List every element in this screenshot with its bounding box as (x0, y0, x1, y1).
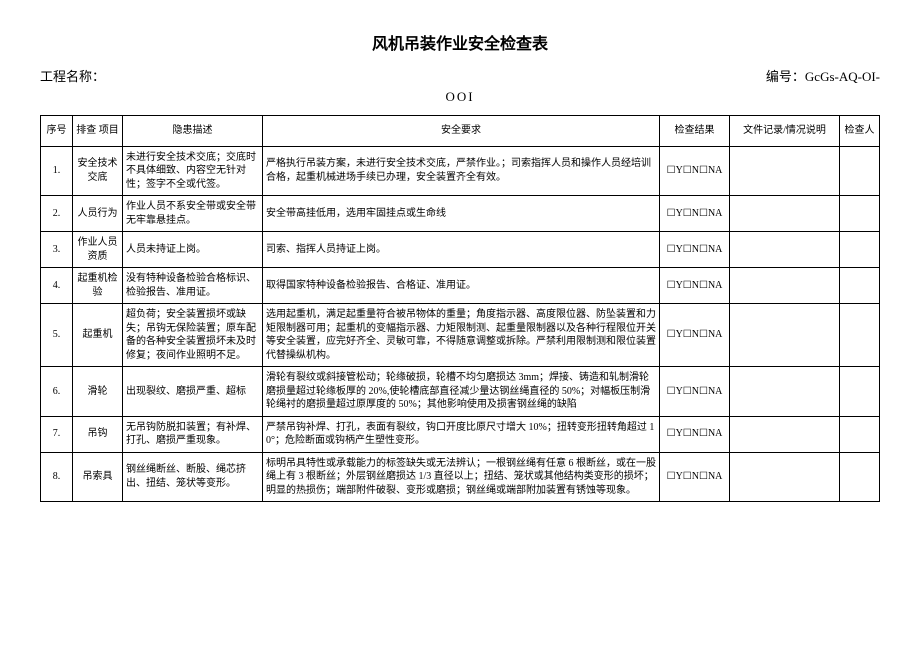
header-row: 序号 排查 项目 隐患描述 安全要求 检查结果 文件记录/情况说明 检查人 (41, 116, 880, 147)
th-result: 检查结果 (660, 116, 730, 147)
table-row: 5.起重机超负荷；安全装置损坏或缺失；吊钩无保险装置；原车配备的各种安全装置损坏… (41, 304, 880, 367)
cell-result: ☐Y☐N☐NA (660, 146, 730, 196)
cell-item: 作业人员资质 (73, 232, 123, 268)
cell-note (730, 304, 840, 367)
cell-note (730, 416, 840, 452)
cell-req: 严格执行吊装方案，未进行安全技术交底，严禁作业。；司索指挥人员和操作人员经培训合… (263, 146, 660, 196)
meta-row: 工程名称： 编号：GcGs-AQ-OI- (40, 66, 880, 85)
inspection-table: 序号 排查 项目 隐患描述 安全要求 检查结果 文件记录/情况说明 检查人 1.… (40, 115, 880, 502)
doc-no-value: GcGs-AQ-OI- (805, 69, 880, 84)
cell-item: 人员行为 (73, 196, 123, 232)
cell-seq: 7. (41, 416, 73, 452)
cell-note (730, 146, 840, 196)
th-req: 安全要求 (263, 116, 660, 147)
table-row: 1.安全技术交底未进行安全技术交底；交底时不具体细致、内容空无针对性；签字不全或… (41, 146, 880, 196)
cell-seq: 1. (41, 146, 73, 196)
table-row: 3.作业人员资质人员未持证上岗。司索、指挥人员持证上岗。☐Y☐N☐NA (41, 232, 880, 268)
th-note: 文件记录/情况说明 (730, 116, 840, 147)
cell-seq: 8. (41, 452, 73, 502)
cell-req: 安全带高挂低用，选用牢固挂点或生命线 (263, 196, 660, 232)
cell-note (730, 232, 840, 268)
cell-desc: 超负荷；安全装置损坏或缺失；吊钩无保险装置；原车配备的各种安全装置损坏未及时修复… (123, 304, 263, 367)
cell-result: ☐Y☐N☐NA (660, 196, 730, 232)
cell-desc: 钢丝绳断丝、断股、绳芯挤出、扭结、笼状等变形。 (123, 452, 263, 502)
doc-no-suffix: OOI (40, 89, 880, 105)
page-title: 风机吊装作业安全检查表 (40, 30, 880, 54)
cell-checker (840, 367, 880, 417)
cell-note (730, 452, 840, 502)
cell-result: ☐Y☐N☐NA (660, 452, 730, 502)
cell-req: 严禁吊钩补焊、打孔，表面有裂纹，钩口开度比原尺寸增大 10%；扭转变形扭转角超过… (263, 416, 660, 452)
cell-seq: 6. (41, 367, 73, 417)
project-label: 工程名称： (40, 66, 105, 85)
cell-seq: 3. (41, 232, 73, 268)
cell-note (730, 268, 840, 304)
cell-item: 起重机 (73, 304, 123, 367)
table-row: 7.吊钩无吊钩防脱扣装置；有补焊、打孔、磨损严重现象。严禁吊钩补焊、打孔，表面有… (41, 416, 880, 452)
cell-item: 吊索具 (73, 452, 123, 502)
cell-result: ☐Y☐N☐NA (660, 304, 730, 367)
doc-no: 编号：GcGs-AQ-OI- (766, 66, 880, 85)
cell-checker (840, 416, 880, 452)
cell-checker (840, 304, 880, 367)
table-row: 8.吊索具钢丝绳断丝、断股、绳芯挤出、扭结、笼状等变形。标明吊具特性或承载能力的… (41, 452, 880, 502)
cell-seq: 5. (41, 304, 73, 367)
table-row: 6.滑轮出现裂纹、磨损严重、超标滑轮有裂纹或斜接管松动；轮缘破损，轮槽不均匀磨损… (41, 367, 880, 417)
cell-item: 安全技术交底 (73, 146, 123, 196)
cell-checker (840, 268, 880, 304)
th-checker: 检查人 (840, 116, 880, 147)
cell-desc: 没有特种设备检验合格标识、检验报告、准用证。 (123, 268, 263, 304)
cell-checker (840, 452, 880, 502)
cell-note (730, 367, 840, 417)
cell-item: 滑轮 (73, 367, 123, 417)
cell-desc: 未进行安全技术交底；交底时不具体细致、内容空无针对性；签字不全或代签。 (123, 146, 263, 196)
cell-req: 取得国家特种设备检验报告、合格证、准用证。 (263, 268, 660, 304)
cell-req: 选用起重机，满足起重量符合被吊物体的重量；角度指示器、高度限位器、防坠装置和力矩… (263, 304, 660, 367)
cell-note (730, 196, 840, 232)
th-desc: 隐患描述 (123, 116, 263, 147)
cell-req: 司索、指挥人员持证上岗。 (263, 232, 660, 268)
table-row: 4.起重机检验没有特种设备检验合格标识、检验报告、准用证。取得国家特种设备检验报… (41, 268, 880, 304)
cell-item: 起重机检验 (73, 268, 123, 304)
th-item: 排查 项目 (73, 116, 123, 147)
cell-desc: 出现裂纹、磨损严重、超标 (123, 367, 263, 417)
cell-result: ☐Y☐N☐NA (660, 268, 730, 304)
cell-seq: 2. (41, 196, 73, 232)
doc-no-label: 编号： (766, 69, 805, 84)
cell-checker (840, 232, 880, 268)
cell-desc: 无吊钩防脱扣装置；有补焊、打孔、磨损严重现象。 (123, 416, 263, 452)
cell-desc: 作业人员不系安全带或安全带无牢靠悬挂点。 (123, 196, 263, 232)
cell-result: ☐Y☐N☐NA (660, 232, 730, 268)
cell-result: ☐Y☐N☐NA (660, 367, 730, 417)
cell-checker (840, 146, 880, 196)
cell-seq: 4. (41, 268, 73, 304)
cell-item: 吊钩 (73, 416, 123, 452)
cell-result: ☐Y☐N☐NA (660, 416, 730, 452)
table-row: 2.人员行为作业人员不系安全带或安全带无牢靠悬挂点。安全带高挂低用，选用牢固挂点… (41, 196, 880, 232)
cell-req: 标明吊具特性或承载能力的标签缺失或无法辨认；一根钢丝绳有任意 6 根断丝，或在一… (263, 452, 660, 502)
cell-desc: 人员未持证上岗。 (123, 232, 263, 268)
th-seq: 序号 (41, 116, 73, 147)
cell-checker (840, 196, 880, 232)
cell-req: 滑轮有裂纹或斜接管松动；轮缘破损，轮槽不均匀磨损达 3mm；焊接、铸造和轧制滑轮… (263, 367, 660, 417)
